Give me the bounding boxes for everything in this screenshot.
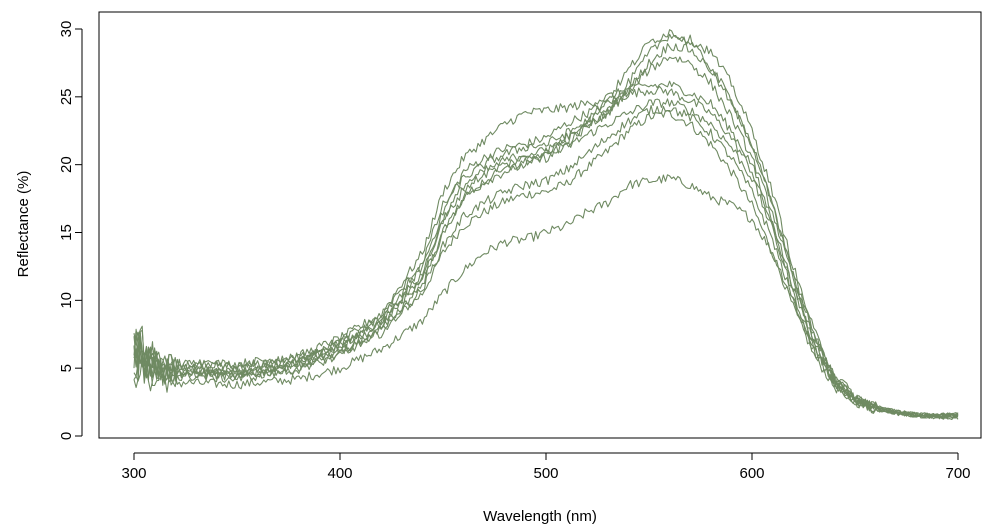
y-tick-label: 20 bbox=[58, 156, 75, 173]
plot-frame bbox=[98, 11, 982, 439]
series-layer bbox=[133, 29, 959, 421]
y-tick-label: 0 bbox=[58, 432, 75, 440]
x-tick-label: 400 bbox=[327, 465, 352, 482]
y-tick-label: 25 bbox=[58, 88, 75, 105]
series-line-9 bbox=[133, 33, 959, 419]
y-tick-label: 10 bbox=[58, 292, 75, 309]
y-tick-label: 5 bbox=[58, 364, 75, 372]
y-axis: 0 5 10 15 20 25 30 bbox=[58, 21, 83, 440]
y-axis-title: Reflectance (%) bbox=[15, 171, 32, 278]
x-tick-label: 700 bbox=[945, 465, 970, 482]
x-tick-label: 600 bbox=[739, 465, 764, 482]
series-line-10 bbox=[133, 29, 959, 418]
y-tick-label: 30 bbox=[58, 21, 75, 38]
x-tick-label: 300 bbox=[121, 465, 146, 482]
series-line-8 bbox=[133, 43, 959, 419]
x-axis: 300 400 500 600 700 bbox=[121, 452, 971, 482]
series-line-6 bbox=[133, 104, 959, 420]
x-axis-title: Wavelength (nm) bbox=[483, 508, 597, 525]
y-tick-label: 15 bbox=[58, 224, 75, 241]
series-line-7 bbox=[133, 56, 959, 418]
x-tick-label: 500 bbox=[533, 465, 558, 482]
